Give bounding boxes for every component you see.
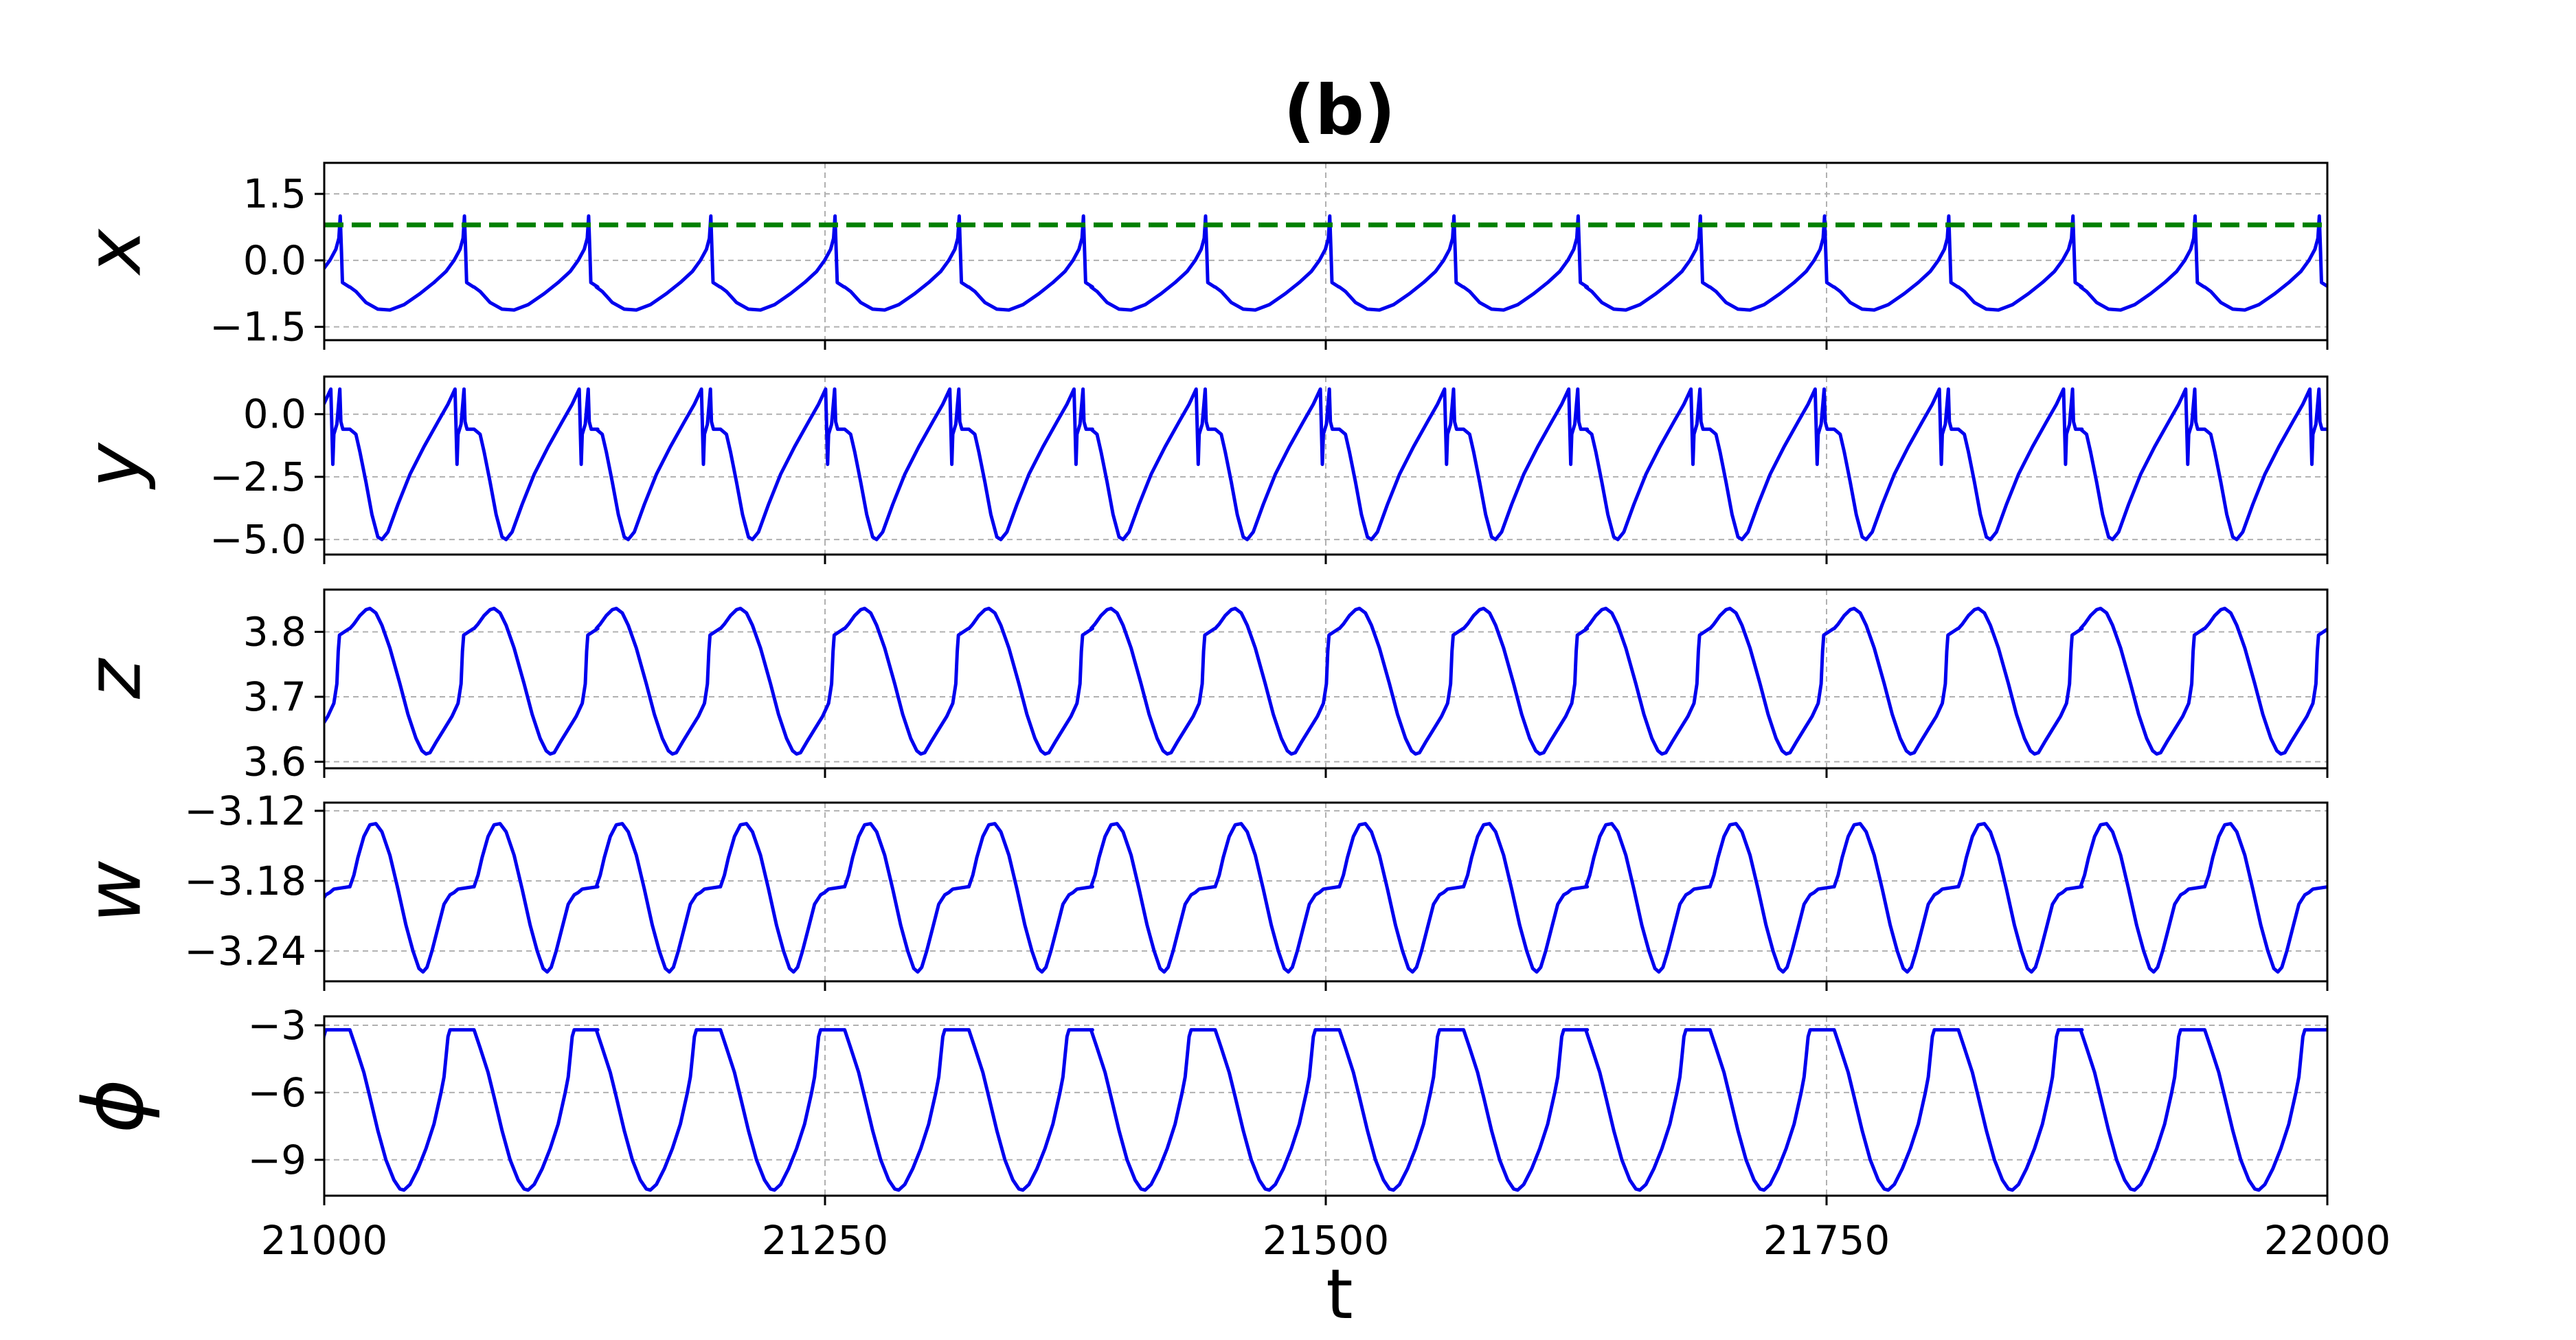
y-axis-label-ϕ: ϕ [67, 1079, 162, 1133]
subplots: −1.50.01.5x−5.0−2.50.0y3.63.73.8z−3.24−3… [67, 161, 2329, 1205]
y-axis-label-x: x [70, 228, 158, 276]
subplot-x: −1.5 0.0 1.5 x [70, 161, 2329, 350]
series-line-x [324, 214, 2327, 312]
y-axis-label-z: z [70, 658, 158, 700]
x-tick-label: 21000 [261, 1217, 388, 1264]
x-axis: 21000 21250 21500 21750 22000 [261, 1217, 2391, 1264]
chart-title: (b) [1284, 70, 1396, 150]
subplot-z: 3.6 3.7 3.8 z [70, 588, 2329, 785]
x-axis-label: t [1326, 1254, 1353, 1335]
y-tick-label: −9 [248, 1137, 307, 1183]
y-tick-label: 3.8 [243, 608, 306, 655]
y-tick-label: −3.24 [184, 928, 306, 974]
y-tick-label: −5.0 [210, 516, 306, 563]
y-axis-label-y: y [70, 442, 158, 490]
series-line-z [324, 606, 2327, 756]
y-tick-label: −2.5 [210, 454, 306, 500]
y-tick-label: −1.5 [210, 304, 306, 350]
y-tick-label: 1.5 [243, 170, 306, 217]
y-tick-label: −3.12 [184, 788, 306, 834]
y-tick-label: −3.18 [184, 858, 306, 904]
y-axis-label-w: w [70, 860, 158, 923]
y-tick-label: 3.6 [243, 739, 306, 785]
x-tick-label: 21750 [1763, 1217, 1890, 1264]
y-tick-label: 0.0 [243, 237, 306, 284]
x-tick-label: 21500 [1263, 1217, 1390, 1264]
series-line-w [324, 822, 2327, 974]
subplot-y: −5.0 −2.5 0.0 y [70, 375, 2329, 564]
series-line-y [324, 387, 2327, 541]
x-tick-label: 21250 [762, 1217, 889, 1264]
series-line-ϕ [324, 1028, 2327, 1192]
x-tick-label: 22000 [2264, 1217, 2391, 1264]
y-tick-label: 3.7 [243, 673, 306, 720]
subplot-ϕ: −9 −6 −3 ϕ [67, 1002, 2329, 1205]
y-tick-label: −6 [248, 1069, 307, 1116]
y-tick-label: −3 [248, 1002, 307, 1049]
subplot-w: −3.24 −3.18 −3.12 w [70, 788, 2329, 991]
y-tick-label: 0.0 [243, 391, 306, 438]
